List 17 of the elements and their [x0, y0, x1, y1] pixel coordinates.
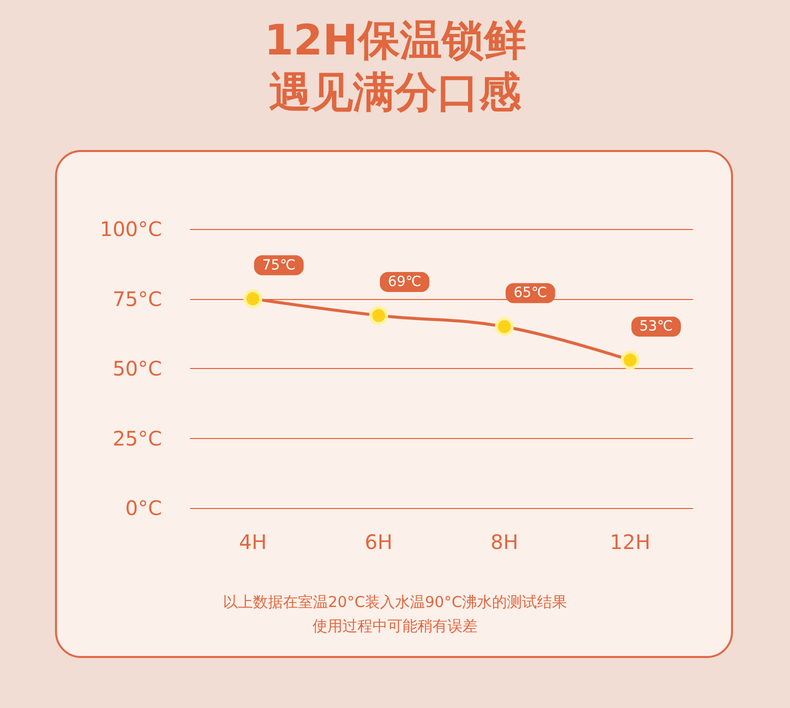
x-tick-label: 12H [610, 530, 650, 554]
y-tick-label: 100°C [100, 217, 162, 241]
y-tick-label: 50°C [112, 356, 162, 380]
text: 以上数据在室温20°C装入水温90°C沸水的测试结果 [222, 592, 568, 613]
data-label: 69℃ [388, 274, 422, 290]
text: 使用过程中可能稍有误差 [312, 616, 478, 637]
x-tick-label: 8H [490, 530, 518, 554]
data-label: 65℃ [514, 285, 548, 302]
x-tick-label: 4H [238, 530, 267, 554]
y-tick-label: 0°C [125, 496, 162, 520]
chart-subtitle: 遇见满分口感 [269, 68, 522, 116]
chart-title: 12H保温锁鲜 [264, 16, 526, 64]
data-label: 75℃ [262, 257, 296, 274]
data-label: 53℃ [639, 318, 673, 335]
y-tick-label: 75°C [112, 286, 162, 311]
x-tick-label: 6H [364, 530, 393, 554]
y-tick-label: 25°C [112, 426, 162, 450]
